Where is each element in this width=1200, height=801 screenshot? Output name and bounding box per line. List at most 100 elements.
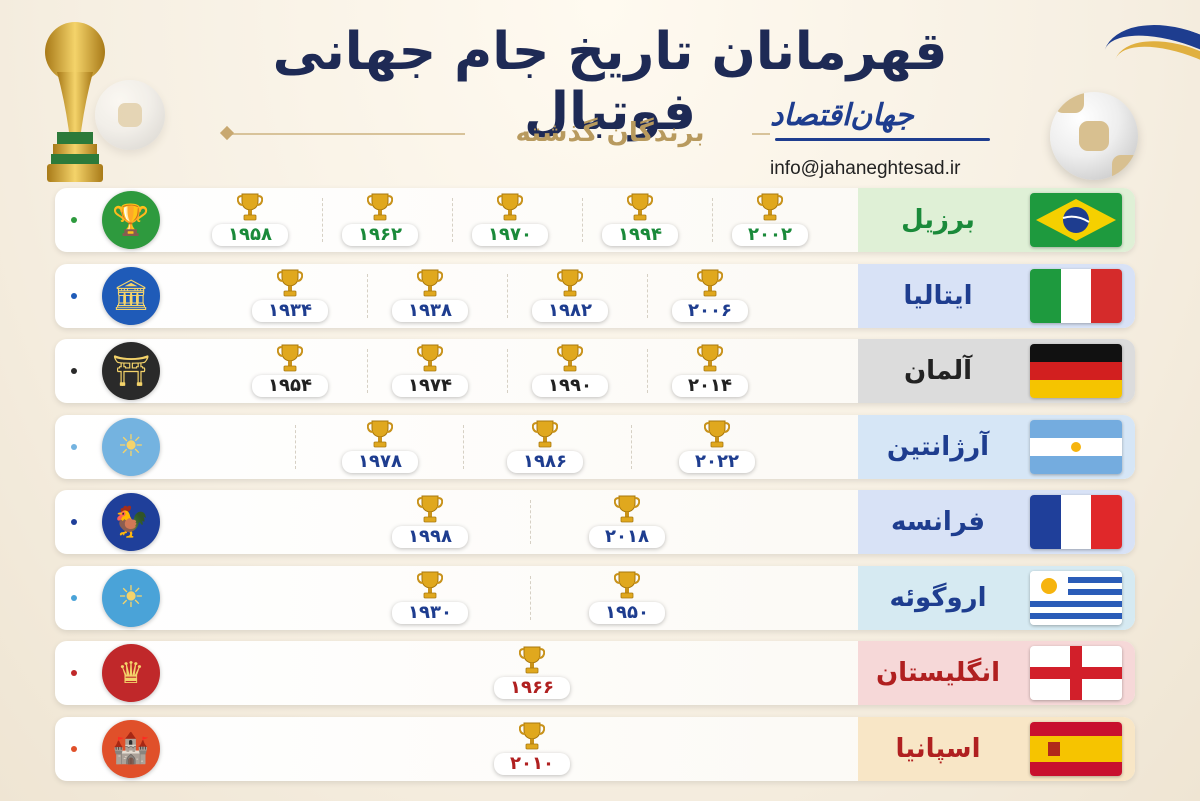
- country-label-box: انگلیستان: [858, 641, 1135, 705]
- year-separator: [507, 349, 509, 393]
- row-bullet: [71, 519, 77, 525]
- year-separator: [463, 424, 465, 469]
- trophy-icon: [613, 570, 641, 600]
- country-name: اسپانیا: [895, 733, 981, 764]
- country-label-box: اسپانیا: [858, 716, 1135, 781]
- country-row: ♛ ۱۹۶۶ انگلیستان: [55, 641, 1135, 705]
- country-name: اروگوئه: [889, 582, 987, 613]
- trophy-icon: [696, 343, 724, 373]
- year-separator: [647, 349, 649, 393]
- row-bullet: [71, 443, 77, 450]
- win-year: ۱۹۹۴: [602, 224, 678, 246]
- win-year: ۱۹۳۴: [252, 299, 328, 322]
- country-row: 🏛 ۱۹۳۴ ۱۹۳۸ ۱۹۸۲ ۲۰۰۶ ایتالیا: [55, 263, 1135, 328]
- win-year: ۲۰۲۲: [679, 450, 755, 473]
- win-year: ۱۹۷۴: [392, 375, 468, 397]
- sun-icon: ☀: [102, 568, 160, 627]
- argentina-flag-icon: [1030, 419, 1122, 474]
- colosseum-icon: 🏛: [102, 266, 160, 325]
- title-win: ۱۹۶۲: [340, 188, 420, 252]
- england-flag-icon: [1030, 646, 1122, 700]
- subtitle-divider-left: [230, 133, 465, 135]
- win-year: ۱۹۶۲: [342, 224, 418, 246]
- country-name: ایتالیا: [903, 280, 973, 311]
- title-win: ۱۹۸۲: [530, 264, 610, 328]
- country-label-box: آلمان: [858, 339, 1135, 403]
- row-bullet: [71, 745, 77, 752]
- title-win: ۲۰۰۲: [730, 188, 810, 252]
- year-separator: [530, 500, 532, 544]
- row-bullet: [71, 594, 77, 601]
- trophy-icon: [696, 268, 724, 298]
- country-row: ⛩ ۱۹۵۴ ۱۹۷۴ ۱۹۹۰ ۲۰۱۴ آلمان: [55, 339, 1135, 403]
- laurel-trophy-icon: 🏆: [102, 191, 160, 249]
- country-name: انگلیستان: [875, 658, 1001, 688]
- year-separator: [367, 273, 369, 318]
- trophy-icon: [416, 494, 444, 524]
- win-year: ۱۹۵۸: [212, 224, 288, 246]
- year-separator: [452, 198, 454, 242]
- country-row: 🏆 ۱۹۵۸ ۱۹۶۲ ۱۹۷۰ ۱۹۹۴ ۲۰۰۲ برزیل: [55, 188, 1135, 252]
- title-win: ۲۰۱۴: [670, 339, 750, 403]
- rooster-icon: 🐓: [102, 493, 160, 551]
- trophy-icon: [496, 192, 524, 222]
- win-year: ۱۹۵۰: [589, 601, 665, 624]
- trophy-icon: [556, 268, 584, 298]
- win-year: ۱۹۷۰: [472, 224, 548, 246]
- trophy-icon: [366, 192, 394, 222]
- sun-of-may-icon: ☀: [102, 417, 160, 476]
- title-win: ۱۹۷۰: [470, 188, 550, 252]
- country-name: آلمان: [903, 356, 973, 386]
- country-label-box: برزیل: [858, 188, 1135, 252]
- title-win: ۱۹۳۰: [390, 566, 470, 630]
- italy-flag-icon: [1030, 268, 1122, 323]
- title-win: ۱۹۷۴: [390, 339, 470, 403]
- country-label-box: ایتالیا: [858, 263, 1135, 328]
- brandenburg-gate-icon: ⛩: [102, 342, 160, 400]
- year-separator: [322, 198, 324, 242]
- subtitle-divider-right: [752, 133, 770, 135]
- france-flag-icon: [1030, 495, 1122, 549]
- castle-icon: 🏰: [102, 719, 160, 778]
- brazil-flag-icon: [1030, 193, 1122, 247]
- year-separator: [295, 424, 297, 469]
- country-row: 🏰 ۲۰۱۰ اسپانیا: [55, 716, 1135, 781]
- row-bullet: [71, 217, 77, 223]
- country-name: برزیل: [901, 205, 975, 235]
- year-separator: [530, 575, 532, 620]
- title-win: ۱۹۶۶: [492, 641, 572, 705]
- trophy-icon: [366, 419, 394, 449]
- row-bullet: [71, 292, 77, 299]
- title-win: ۱۹۵۸: [210, 188, 290, 252]
- title-win: ۱۹۹۴: [600, 188, 680, 252]
- win-year: ۲۰۰۶: [672, 299, 748, 322]
- year-separator: [631, 424, 633, 469]
- contact-email[interactable]: info@jahaneghtesad.ir: [770, 158, 961, 179]
- trophy-icon: [703, 419, 731, 449]
- publisher-logo: جهان‌اقتصاد: [770, 98, 914, 133]
- trophy-icon: [518, 645, 546, 675]
- year-separator: [647, 273, 649, 318]
- world-cup-trophy-icon: [45, 22, 105, 182]
- win-year: ۱۹۷۸: [342, 450, 418, 473]
- trophy-icon: [756, 192, 784, 222]
- page-subtitle: برندگان گذشته: [515, 118, 705, 148]
- year-separator: [507, 273, 509, 318]
- trophy-icon: [556, 343, 584, 373]
- trophy-icon: [531, 419, 559, 449]
- win-year: ۱۹۹۰: [532, 375, 608, 397]
- page-title: قهرمانان تاریخ جام جهانی فوتبال: [272, 22, 949, 142]
- trophy-icon: [416, 570, 444, 600]
- title-win: ۲۰۰۶: [670, 264, 750, 328]
- trophy-icon: [416, 268, 444, 298]
- title-win: ۱۹۵۴: [250, 339, 330, 403]
- title-win: ۱۹۳۸: [390, 264, 470, 328]
- publisher-logo-underline: [775, 138, 990, 141]
- country-label-box: آرژانتین: [858, 414, 1135, 479]
- title-win: ۱۹۷۸: [340, 415, 420, 479]
- win-year: ۱۹۹۸: [392, 526, 468, 548]
- title-win: ۲۰۲۲: [677, 415, 757, 479]
- win-year: ۱۹۶۶: [494, 677, 570, 699]
- win-year: ۱۹۸۶: [507, 450, 583, 473]
- title-win: ۲۰۱۸: [587, 490, 667, 554]
